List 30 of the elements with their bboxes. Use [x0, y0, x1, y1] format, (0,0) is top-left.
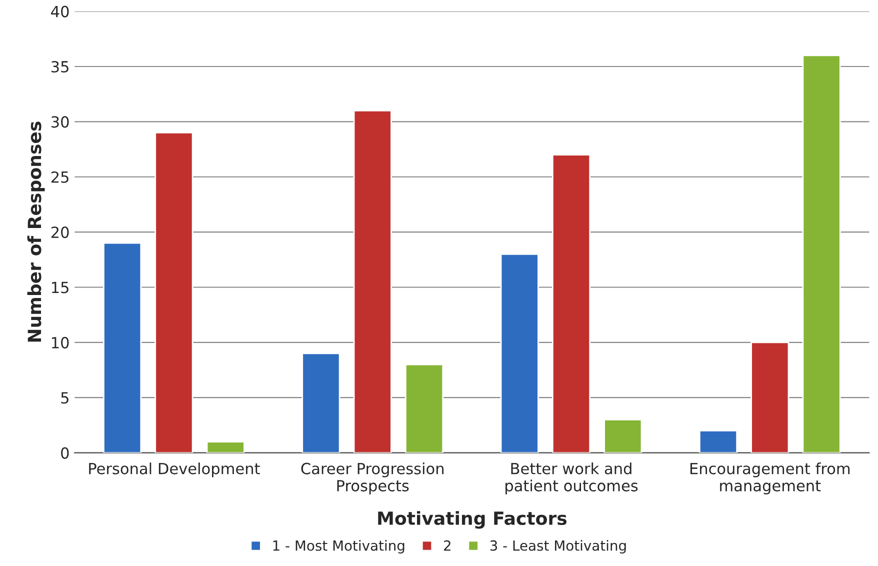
x-tick-label: Encouragement from management [690, 462, 850, 494]
legend-label: 2 [444, 540, 450, 551]
y-tick-label: 10 [52, 336, 69, 348]
bar [404, 364, 444, 453]
y-tick-label: 25 [51, 171, 68, 183]
bar [500, 253, 539, 453]
y-tick-label: 40 [51, 6, 69, 18]
bar [302, 352, 340, 453]
x-tick-label: Better work and patient outcomes [506, 462, 638, 494]
y-tick-label: 30 [51, 116, 69, 128]
bar [103, 242, 142, 453]
y-tick-label: 0 [61, 447, 69, 459]
y-tick-label: 35 [51, 60, 68, 73]
bar [750, 342, 790, 453]
bar [206, 441, 245, 453]
y-tick-label: 15 [52, 282, 68, 294]
bar [802, 54, 841, 453]
bar [154, 132, 194, 453]
y-axis-title: Number of Responses [27, 122, 45, 342]
bar [698, 430, 738, 453]
y-tick-label: 5 [61, 392, 68, 404]
legend-label: 3 - Least Motivating [490, 540, 626, 554]
x-tick-label: Career Progression Prospects [301, 462, 444, 494]
bar [604, 418, 642, 453]
bar [353, 110, 392, 453]
bar [552, 154, 591, 453]
x-axis-title: Motivating Factors [378, 511, 567, 529]
x-tick-label: Personal Development [89, 462, 260, 478]
y-tick-label: 20 [51, 226, 69, 238]
legend-label: 1 - Most Motivating [273, 540, 404, 554]
